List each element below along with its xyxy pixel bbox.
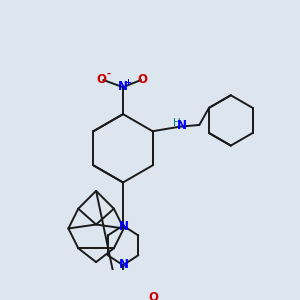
Text: N: N (118, 80, 128, 93)
Text: N: N (119, 220, 129, 233)
Text: +: + (124, 78, 131, 87)
Text: -: - (107, 69, 111, 79)
Text: O: O (97, 73, 106, 85)
Text: O: O (138, 73, 148, 85)
Text: N: N (177, 119, 187, 132)
Text: O: O (148, 291, 159, 300)
Text: N: N (119, 258, 129, 271)
Text: H: H (173, 118, 181, 128)
